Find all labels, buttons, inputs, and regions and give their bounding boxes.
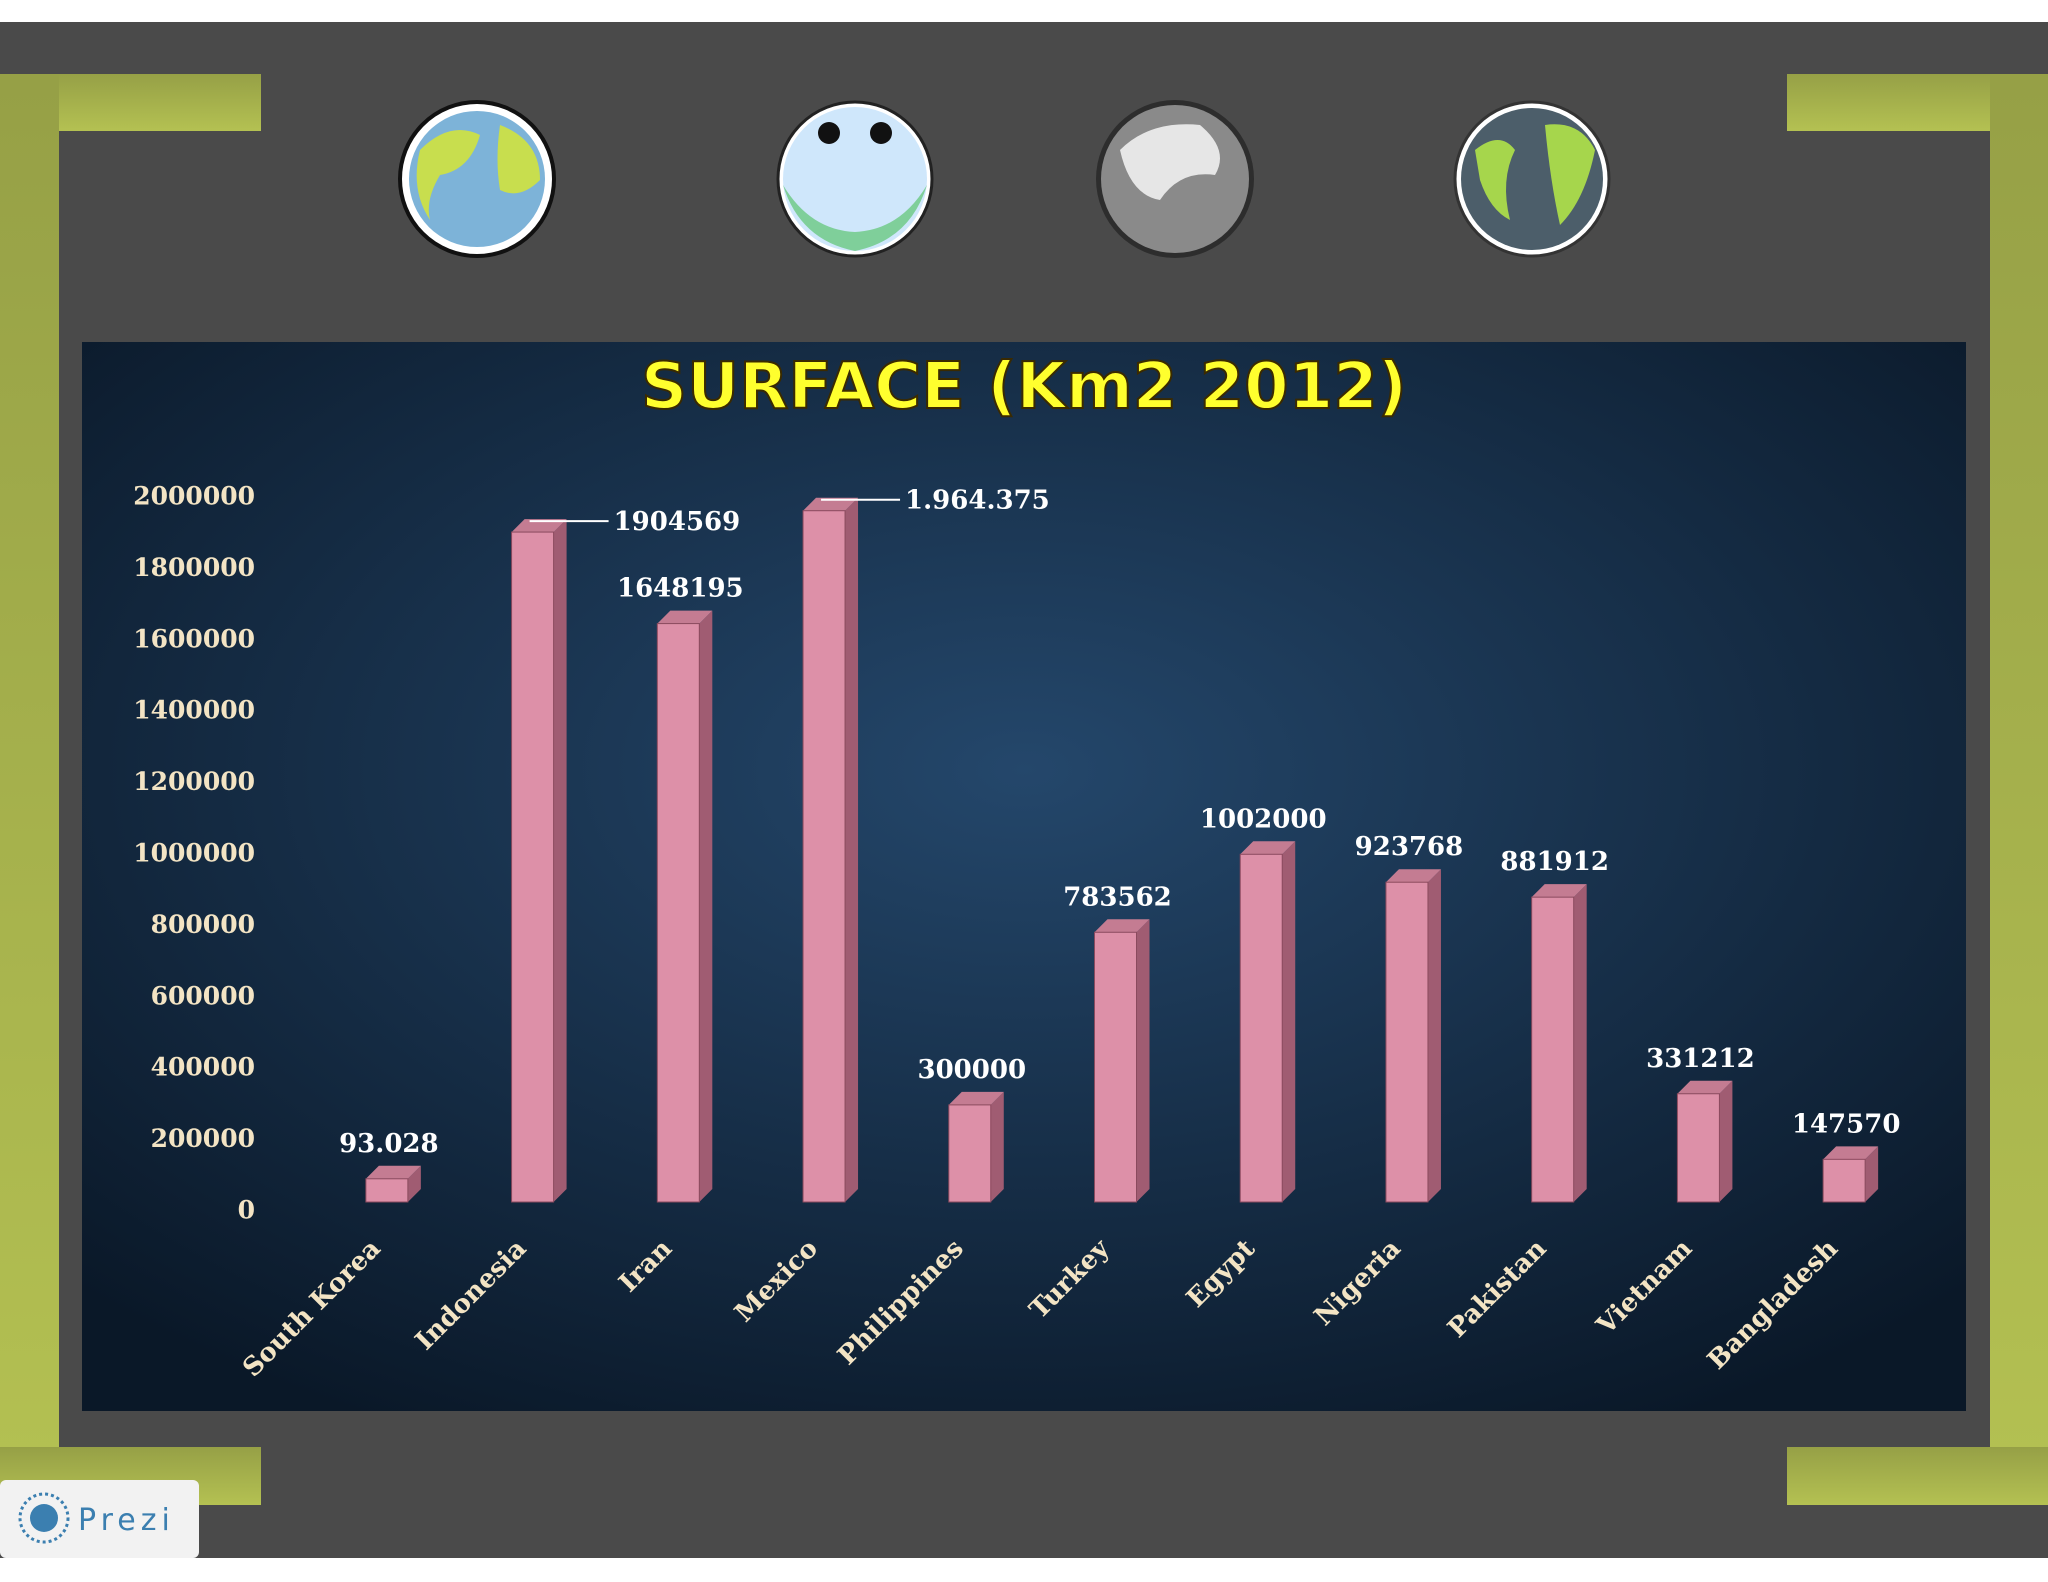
value-label: 1002000 [1200, 804, 1327, 834]
bar-side [1427, 869, 1441, 1202]
bar-top [1094, 919, 1150, 933]
bar-top [511, 519, 567, 533]
bar-top [803, 497, 859, 511]
bar-top [1823, 1146, 1879, 1160]
bar [511, 531, 555, 1203]
y-tick-label: 400000 [151, 1053, 255, 1082]
value-label: 331212 [1646, 1044, 1755, 1074]
y-tick-label: 0 [238, 1196, 255, 1225]
bar-top [948, 1091, 1004, 1105]
bar-side [1282, 841, 1296, 1202]
bar [1094, 931, 1137, 1203]
bar [802, 510, 846, 1203]
bar [1385, 881, 1429, 1203]
globe-icons [398, 100, 1611, 258]
y-tick-label: 1400000 [133, 696, 255, 725]
y-tick-label: 1600000 [133, 624, 255, 653]
logo-box [0, 1480, 199, 1558]
bar [1822, 1158, 1866, 1203]
value-label: 1904569 [614, 507, 741, 537]
logo-icon [18, 1492, 70, 1544]
bar-side [1136, 919, 1150, 1202]
value-label: 1648195 [617, 574, 744, 604]
bar [1531, 896, 1575, 1203]
bar-top [1677, 1080, 1733, 1094]
bar [1676, 1093, 1720, 1203]
y-tick-label: 200000 [151, 1124, 255, 1153]
bar [948, 1104, 992, 1203]
y-tick-label: 1800000 [133, 553, 255, 582]
bar-top [1531, 884, 1587, 898]
value-label: 1.964.375 [905, 486, 1050, 516]
bar-side [407, 1165, 421, 1202]
y-tick-label: 800000 [151, 910, 255, 939]
bar-top [365, 1165, 421, 1179]
bar-side [1719, 1080, 1733, 1202]
value-label: 93.028 [339, 1129, 439, 1159]
bar [365, 1178, 409, 1203]
bar-top [1385, 869, 1441, 883]
bar-side [1865, 1146, 1879, 1202]
value-label: 783562 [1063, 882, 1172, 912]
y-tick-label: 600000 [151, 981, 255, 1010]
bar-side [699, 610, 713, 1202]
bar-side [553, 519, 567, 1202]
y-tick-label: 2000000 [133, 482, 255, 511]
y-tick-label: 1000000 [133, 839, 255, 868]
bar-side [990, 1091, 1004, 1202]
value-label: 147570 [1792, 1109, 1901, 1139]
bar [656, 623, 700, 1203]
logo-text: Prezi [78, 1503, 175, 1538]
bar-top [657, 610, 713, 624]
value-label: 923768 [1355, 832, 1464, 862]
y-tick-label: 1200000 [133, 767, 255, 796]
value-label: 881912 [1500, 847, 1609, 877]
bar-top [1240, 841, 1296, 855]
bar [1239, 853, 1283, 1203]
frame-brackets [0, 74, 2048, 1505]
logo-icon-core [30, 1504, 58, 1532]
value-label: 300000 [917, 1055, 1026, 1085]
chart-title: SURFACE (Km2 2012) [641, 350, 1407, 424]
chart-panel [82, 342, 1966, 1411]
bar-side [1573, 884, 1587, 1202]
bar-side [845, 497, 859, 1202]
